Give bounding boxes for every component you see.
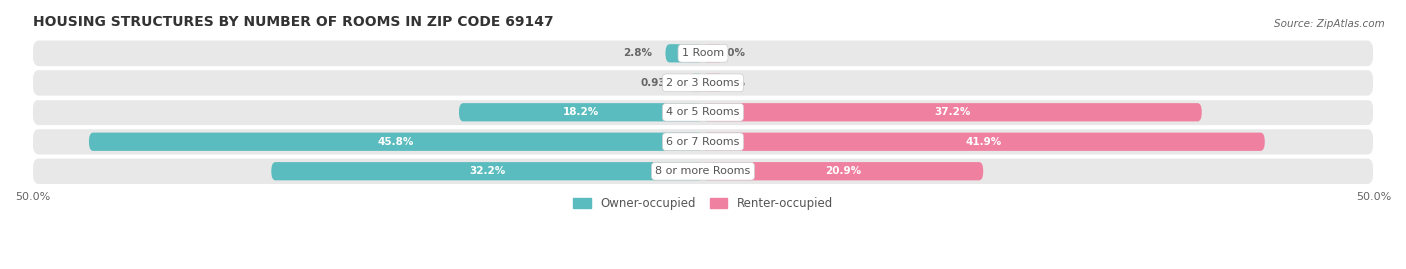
- Text: 41.9%: 41.9%: [966, 137, 1002, 147]
- FancyBboxPatch shape: [690, 74, 703, 92]
- FancyBboxPatch shape: [703, 44, 723, 62]
- Legend: Owner-occupied, Renter-occupied: Owner-occupied, Renter-occupied: [568, 192, 838, 215]
- Text: 0.0%: 0.0%: [717, 48, 745, 58]
- FancyBboxPatch shape: [703, 74, 723, 92]
- Text: 18.2%: 18.2%: [562, 107, 599, 117]
- FancyBboxPatch shape: [32, 129, 1374, 155]
- Text: 4 or 5 Rooms: 4 or 5 Rooms: [666, 107, 740, 117]
- Text: 1 Room: 1 Room: [682, 48, 724, 58]
- Text: 0.93%: 0.93%: [641, 78, 678, 88]
- Text: HOUSING STRUCTURES BY NUMBER OF ROOMS IN ZIP CODE 69147: HOUSING STRUCTURES BY NUMBER OF ROOMS IN…: [32, 15, 553, 29]
- Text: 2.8%: 2.8%: [623, 48, 652, 58]
- FancyBboxPatch shape: [32, 70, 1374, 95]
- FancyBboxPatch shape: [665, 44, 703, 62]
- FancyBboxPatch shape: [271, 162, 703, 180]
- FancyBboxPatch shape: [458, 103, 703, 121]
- Text: 45.8%: 45.8%: [378, 137, 415, 147]
- FancyBboxPatch shape: [703, 103, 1202, 121]
- Text: 20.9%: 20.9%: [825, 166, 860, 176]
- FancyBboxPatch shape: [32, 41, 1374, 66]
- Text: 2 or 3 Rooms: 2 or 3 Rooms: [666, 78, 740, 88]
- FancyBboxPatch shape: [32, 100, 1374, 125]
- Text: 8 or more Rooms: 8 or more Rooms: [655, 166, 751, 176]
- FancyBboxPatch shape: [32, 158, 1374, 184]
- Text: 32.2%: 32.2%: [470, 166, 505, 176]
- FancyBboxPatch shape: [703, 133, 1265, 151]
- FancyBboxPatch shape: [703, 162, 983, 180]
- Text: Source: ZipAtlas.com: Source: ZipAtlas.com: [1274, 19, 1385, 29]
- Text: 0.0%: 0.0%: [717, 78, 745, 88]
- FancyBboxPatch shape: [89, 133, 703, 151]
- Text: 6 or 7 Rooms: 6 or 7 Rooms: [666, 137, 740, 147]
- Text: 37.2%: 37.2%: [934, 107, 970, 117]
